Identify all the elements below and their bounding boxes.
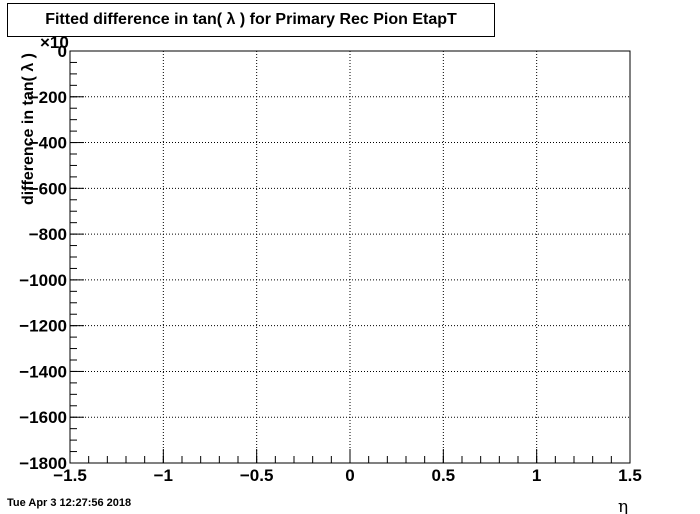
y-tick-label: −1400 [19,362,67,381]
x-tick-label: −0.5 [240,466,274,485]
x-tick-label: −1.5 [53,466,87,485]
x-tick-label: 1 [532,466,541,485]
y-tick-label: −1800 [19,454,67,473]
x-tick-label: −1 [154,466,173,485]
y-tick-label: −1200 [19,317,67,336]
y-exponent-label: ×10 [40,33,69,52]
plot-frame [69,50,631,464]
grid-lines [70,51,630,463]
y-tick-label: −1000 [19,271,67,290]
y-tick-label: −200 [29,88,67,107]
chart-title-text: Fitted difference in tan( λ ) for Primar… [45,11,457,28]
x-axis-label: η [618,497,628,514]
tick-labels: −1.5 −1 −0.5 0 0.5 1 1.5 0 −200 −400 −600 −800 −1000… [19,42,642,485]
x-tick-label: 0 [345,466,354,485]
y-tick-label: −600 [29,179,67,198]
x-tick-label: 1.5 [618,466,642,485]
y-axis-label: difference in tan( λ ) [20,53,37,205]
axis-ticks [69,50,631,464]
x-tick-label: 0.5 [432,466,456,485]
y-tick-label: −1600 [19,408,67,427]
chart-title: Fitted difference in tan( λ ) for Primar… [7,3,495,37]
timestamp: Tue Apr 3 12:27:56 2018 [7,497,132,509]
y-tick-label: 0 [58,42,67,61]
y-tick-label: −800 [29,225,67,244]
y-tick-label: −400 [29,134,67,153]
